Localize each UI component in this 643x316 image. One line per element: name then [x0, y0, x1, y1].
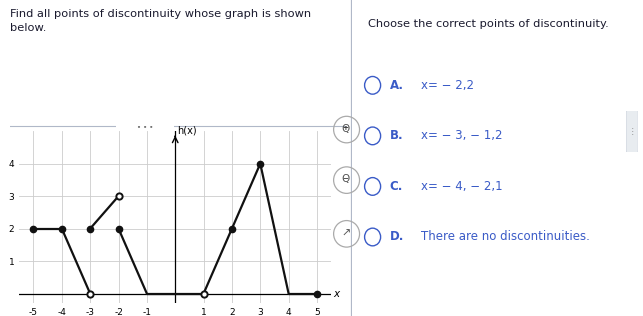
Text: Find all points of discontinuity whose graph is shown
below.: Find all points of discontinuity whose g… — [10, 9, 311, 33]
FancyBboxPatch shape — [110, 118, 179, 137]
Text: Choose the correct points of discontinuity.: Choose the correct points of discontinui… — [368, 19, 609, 29]
Text: x: x — [334, 289, 340, 299]
Text: ↗: ↗ — [342, 229, 351, 239]
Text: x= − 2,2: x= − 2,2 — [421, 79, 475, 92]
Text: −: − — [342, 176, 348, 182]
Text: D.: D. — [390, 230, 404, 244]
Text: x= − 3, − 1,2: x= − 3, − 1,2 — [421, 129, 503, 143]
Text: B.: B. — [390, 129, 403, 143]
FancyBboxPatch shape — [626, 106, 638, 156]
Text: A.: A. — [390, 79, 404, 92]
Text: There are no discontinuities.: There are no discontinuities. — [421, 230, 590, 244]
Text: C.: C. — [390, 180, 403, 193]
Text: Q: Q — [341, 124, 349, 134]
Text: x= − 4, − 2,1: x= − 4, − 2,1 — [421, 180, 503, 193]
Text: Q: Q — [341, 174, 349, 185]
Text: • • •: • • • — [136, 125, 153, 130]
Text: +: + — [342, 125, 348, 131]
Text: h(x): h(x) — [177, 125, 197, 135]
Text: ⋮: ⋮ — [628, 127, 636, 136]
